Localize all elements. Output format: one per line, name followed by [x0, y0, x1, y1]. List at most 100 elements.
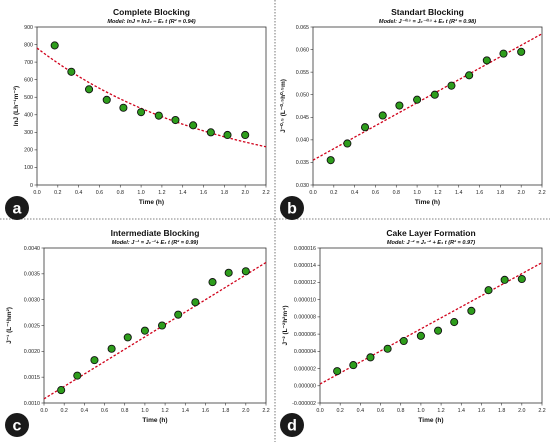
y-tick-label: 0	[30, 183, 33, 189]
y-tick-label: 0.0020	[24, 349, 40, 355]
data-point	[399, 336, 408, 346]
data-point	[102, 95, 111, 104]
x-tick-label: 0.0	[33, 190, 40, 196]
x-axis-label: Time (h)	[142, 417, 167, 424]
y-axis-label: J⁻² (L⁻²h²m⁴)	[282, 305, 289, 345]
x-tick-label: 1.8	[498, 408, 505, 414]
y-tick-label: 0.045	[296, 115, 309, 121]
data-point	[57, 386, 66, 395]
x-axis-label: Time (h)	[139, 199, 164, 206]
y-tick-label: 0.000006	[294, 332, 316, 338]
x-tick-label: 0.2	[60, 408, 67, 414]
chart-title: Standart Blocking	[391, 7, 464, 17]
x-tick-label: 1.2	[437, 408, 444, 414]
data-point	[500, 275, 509, 284]
y-tick-label: 0.000012	[294, 280, 316, 286]
data-point	[395, 101, 404, 110]
x-tick-label: 1.8	[221, 190, 228, 196]
chart-title: Complete Blocking	[113, 7, 190, 17]
data-point	[434, 326, 443, 335]
y-tick-label: 0.030	[296, 183, 309, 189]
y-tick-label: 0.000016	[294, 246, 316, 252]
x-tick-label: 2.0	[517, 190, 524, 196]
y-tick-label: 500	[24, 95, 33, 101]
y-tick-label: 0.000002	[294, 366, 316, 372]
x-tick-label: 0.2	[336, 408, 343, 414]
panel-badge	[5, 196, 29, 220]
y-tick-label: 0.000000	[294, 384, 316, 390]
data-point	[241, 130, 250, 140]
x-tick-label: 2.2	[262, 408, 269, 414]
data-point	[349, 361, 358, 370]
y-tick-label: 0.000010	[294, 297, 316, 303]
data-point	[90, 356, 99, 365]
data-point	[366, 353, 375, 362]
data-point	[447, 81, 456, 90]
y-tick-label: 0.000008	[294, 315, 316, 321]
model-equation: Model: J⁻¹ = J₀⁻¹+ E₃ t (R² = 0.99)	[112, 239, 199, 246]
x-tick-label: 1.2	[434, 190, 441, 196]
x-tick-label: 0.6	[101, 408, 108, 414]
data-point	[484, 286, 493, 295]
data-point	[413, 95, 422, 104]
data-point	[517, 47, 526, 56]
y-tick-label: 0.000004	[294, 349, 316, 355]
x-axis-label: Time (h)	[415, 199, 440, 206]
y-tick-label: 100	[24, 165, 33, 171]
x-tick-label: 0.2	[330, 190, 337, 196]
x-tick-label: 0.8	[121, 408, 128, 414]
y-tick-label: 300	[24, 130, 33, 136]
y-tick-label: 0.0035	[24, 272, 40, 278]
x-tick-label: 1.8	[497, 190, 504, 196]
x-tick-label: 1.0	[413, 190, 420, 196]
panel-badge-letter: a	[13, 201, 22, 218]
x-tick-label: 0.4	[357, 408, 364, 414]
y-tick-label: 0.0015	[24, 375, 40, 381]
x-tick-label: 2.2	[538, 190, 545, 196]
y-axis-label: lnJ (Lh⁻¹m⁻²)	[13, 86, 20, 126]
y-axis-label: J⁻⁰·⁵ (L⁻⁰·⁵h⁰·⁵m)	[279, 79, 287, 133]
data-point	[171, 115, 180, 125]
y-tick-label: 0.050	[296, 93, 309, 99]
x-tick-label: 0.8	[397, 408, 404, 414]
x-tick-label: 2.0	[241, 190, 248, 196]
y-tick-label: 0.0030	[24, 297, 40, 303]
y-axis-label: J⁻¹ (L⁻¹hm²)	[6, 307, 13, 344]
y-tick-label: 0.065	[296, 25, 309, 31]
x-axis-label: Time (h)	[418, 417, 443, 424]
data-point	[378, 111, 387, 120]
data-point	[333, 367, 342, 376]
data-point	[154, 111, 163, 120]
plot-frame	[312, 26, 543, 186]
data-point	[416, 331, 425, 340]
x-tick-label: 1.4	[458, 408, 465, 414]
data-point	[191, 298, 200, 307]
chart-title: Cake Layer Formation	[386, 228, 475, 238]
x-tick-label: 0.2	[54, 190, 61, 196]
data-point	[224, 268, 233, 277]
x-tick-label: 1.2	[161, 408, 168, 414]
y-tick-label: 0.035	[296, 160, 309, 166]
y-tick-label: 900	[24, 25, 33, 31]
y-tick-label: 0.0040	[24, 246, 40, 252]
data-point	[158, 321, 167, 330]
y-tick-label: 700	[24, 60, 33, 66]
panel-badge-letter: b	[287, 201, 297, 218]
y-tick-label: -0.000002	[292, 401, 316, 407]
x-tick-label: 1.0	[141, 408, 148, 414]
x-tick-label: 2.0	[242, 408, 249, 414]
x-tick-label: 0.0	[309, 190, 316, 196]
panel-badge-letter: d	[287, 418, 297, 435]
x-tick-label: 0.4	[81, 408, 88, 414]
data-point	[206, 128, 215, 137]
x-tick-label: 0.0	[316, 408, 323, 414]
y-tick-label: 0.055	[296, 70, 309, 76]
chart-title: Intermediate Blocking	[111, 228, 200, 238]
x-tick-label: 0.6	[377, 408, 384, 414]
data-point	[67, 67, 76, 76]
data-point	[430, 90, 439, 99]
data-point	[467, 306, 476, 315]
data-point	[123, 333, 132, 342]
